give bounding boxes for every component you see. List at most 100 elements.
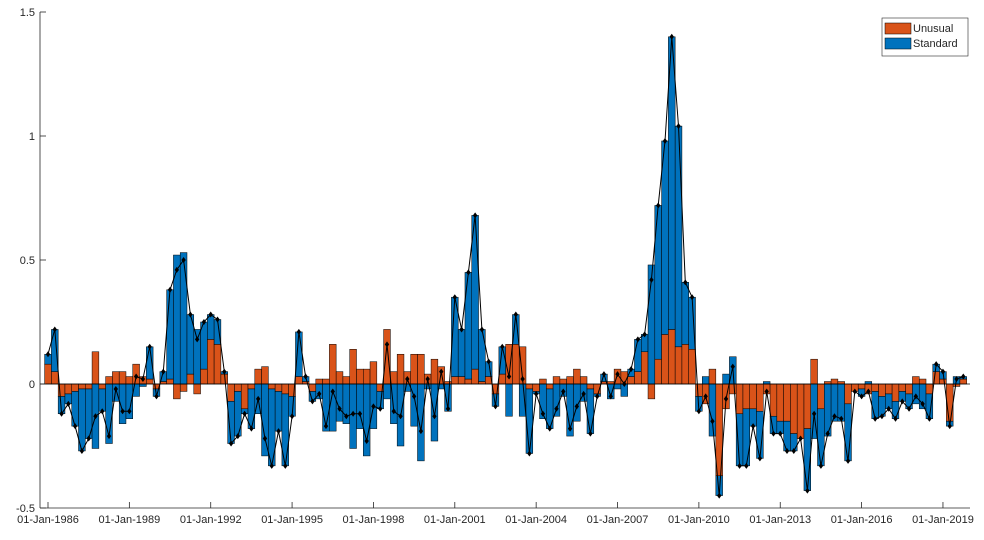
bar bbox=[525, 383, 534, 390]
bar bbox=[634, 339, 642, 372]
total-marker bbox=[676, 123, 681, 130]
total-marker bbox=[262, 435, 268, 442]
bar bbox=[790, 383, 798, 434]
bar bbox=[369, 361, 378, 385]
total-marker bbox=[59, 410, 64, 417]
total-marker bbox=[567, 425, 573, 432]
total-marker bbox=[66, 400, 71, 407]
total-marker bbox=[588, 430, 593, 437]
total-marker bbox=[879, 413, 885, 420]
bar bbox=[803, 383, 811, 429]
bar bbox=[478, 329, 486, 382]
bar bbox=[776, 383, 784, 422]
total-marker bbox=[581, 390, 586, 397]
total-marker bbox=[954, 376, 959, 383]
total-marker bbox=[276, 428, 281, 435]
bar bbox=[51, 329, 59, 372]
total-marker bbox=[289, 413, 295, 420]
bar bbox=[213, 344, 222, 385]
bar bbox=[939, 378, 947, 385]
bar bbox=[532, 383, 540, 392]
bar bbox=[661, 140, 669, 335]
x-tick-label: 01-Jan-2013 bbox=[749, 514, 811, 526]
bar bbox=[98, 388, 106, 412]
bar bbox=[586, 388, 595, 434]
legend-label: Standard bbox=[913, 38, 958, 50]
bar bbox=[844, 383, 852, 405]
bar bbox=[179, 383, 188, 392]
total-marker bbox=[317, 390, 322, 397]
total-marker bbox=[662, 137, 668, 144]
total-marker bbox=[601, 371, 607, 378]
bar bbox=[179, 252, 188, 385]
total-marker bbox=[913, 393, 919, 400]
total-marker bbox=[520, 376, 525, 383]
bar bbox=[857, 383, 866, 390]
total-marker bbox=[215, 316, 220, 323]
bar bbox=[64, 383, 72, 395]
bar bbox=[946, 383, 954, 422]
total-marker bbox=[818, 462, 824, 469]
total-marker bbox=[445, 405, 451, 412]
bar bbox=[457, 376, 466, 385]
total-marker bbox=[310, 398, 315, 405]
total-marker bbox=[188, 311, 193, 318]
total-marker bbox=[52, 326, 57, 333]
total-marker bbox=[906, 405, 912, 412]
bar bbox=[688, 349, 696, 385]
total-marker bbox=[533, 390, 539, 397]
total-marker bbox=[45, 351, 51, 358]
total-marker bbox=[649, 276, 654, 283]
bar bbox=[573, 368, 581, 385]
total-marker bbox=[900, 398, 905, 405]
bar bbox=[885, 383, 893, 395]
bar bbox=[783, 420, 791, 452]
bar bbox=[552, 376, 561, 385]
total-marker bbox=[296, 328, 302, 335]
bar bbox=[274, 383, 283, 392]
total-marker bbox=[737, 462, 742, 469]
y-tick-label: 0.5 bbox=[20, 255, 35, 267]
bar bbox=[471, 368, 479, 385]
x-tick-label: 01-Jan-1986 bbox=[17, 514, 79, 526]
bar bbox=[918, 378, 927, 385]
bar bbox=[396, 353, 405, 385]
x-tick-label: 01-Jan-1998 bbox=[343, 514, 405, 526]
total-marker bbox=[344, 413, 349, 420]
total-marker bbox=[683, 279, 688, 286]
total-marker bbox=[255, 395, 261, 402]
bar bbox=[261, 366, 269, 385]
bar bbox=[579, 376, 588, 385]
total-marker bbox=[717, 492, 722, 499]
total-marker bbox=[371, 403, 376, 410]
total-marker bbox=[628, 366, 634, 373]
total-marker bbox=[845, 457, 851, 464]
bar bbox=[810, 358, 818, 385]
total-marker bbox=[791, 447, 796, 454]
total-marker bbox=[798, 435, 803, 442]
bar bbox=[871, 391, 879, 419]
bar bbox=[681, 344, 689, 385]
total-marker bbox=[323, 423, 329, 430]
bar bbox=[912, 376, 920, 385]
bar bbox=[98, 383, 106, 390]
bar bbox=[295, 376, 303, 385]
bar bbox=[891, 383, 900, 402]
total-marker bbox=[194, 336, 200, 343]
total-marker bbox=[106, 433, 112, 440]
bar bbox=[261, 383, 269, 457]
total-marker bbox=[391, 408, 396, 415]
bar bbox=[674, 125, 683, 348]
total-marker bbox=[432, 413, 437, 420]
x-tick-label: 01-Jan-2016 bbox=[831, 514, 893, 526]
bar bbox=[905, 383, 913, 395]
bar bbox=[566, 376, 574, 385]
total-marker bbox=[167, 286, 173, 293]
bar bbox=[546, 383, 554, 390]
x-tick-label: 01-Jan-1992 bbox=[180, 514, 242, 526]
bar bbox=[329, 344, 337, 385]
bar bbox=[512, 344, 520, 385]
total-marker bbox=[350, 410, 356, 417]
bar bbox=[51, 371, 59, 385]
